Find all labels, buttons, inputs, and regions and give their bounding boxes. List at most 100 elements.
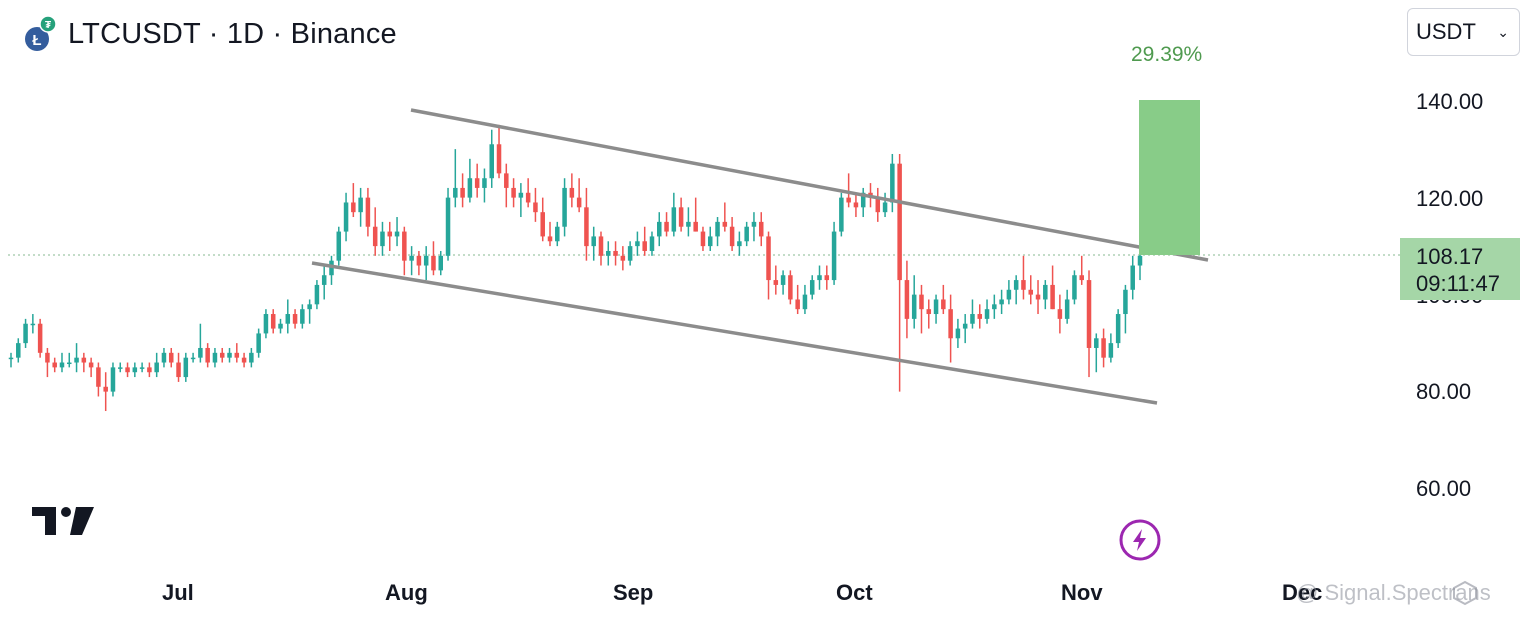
candle-body[interactable] bbox=[758, 221, 764, 237]
candle-body[interactable] bbox=[715, 221, 720, 237]
candle-body[interactable] bbox=[365, 197, 371, 227]
candle-body[interactable] bbox=[686, 221, 691, 227]
candle-body[interactable] bbox=[780, 275, 786, 285]
candle-body[interactable] bbox=[933, 299, 939, 315]
candle-body[interactable] bbox=[737, 241, 742, 247]
candle-body[interactable] bbox=[911, 294, 917, 319]
candle-body[interactable] bbox=[8, 357, 14, 360]
candle-body[interactable] bbox=[402, 231, 407, 261]
candle-body[interactable] bbox=[1050, 284, 1055, 310]
candle-body[interactable] bbox=[161, 352, 167, 363]
candle-body[interactable] bbox=[904, 280, 910, 319]
candle-body[interactable] bbox=[59, 362, 65, 368]
candle-body[interactable] bbox=[635, 241, 640, 247]
candle-body[interactable] bbox=[606, 250, 611, 256]
candle-body[interactable] bbox=[664, 221, 669, 232]
candle-body[interactable] bbox=[620, 255, 626, 261]
candle-body[interactable] bbox=[270, 314, 276, 329]
candle-body[interactable] bbox=[380, 231, 385, 247]
candle-body[interactable] bbox=[307, 304, 312, 310]
candle-body[interactable] bbox=[1079, 275, 1084, 281]
currency-select[interactable]: USDT ⌄ bbox=[1407, 8, 1520, 56]
candle-body[interactable] bbox=[809, 280, 815, 295]
candle-body[interactable] bbox=[788, 275, 793, 300]
candle-body[interactable] bbox=[722, 221, 728, 227]
candle-body[interactable] bbox=[343, 202, 349, 232]
candle-body[interactable] bbox=[576, 197, 582, 208]
candle-body[interactable] bbox=[671, 207, 677, 232]
candle-body[interactable] bbox=[890, 163, 895, 203]
candle-body[interactable] bbox=[1101, 338, 1106, 358]
candle-body[interactable] bbox=[445, 197, 451, 256]
candle-body[interactable] bbox=[336, 231, 342, 261]
candle-body[interactable] bbox=[74, 357, 79, 363]
candle-body[interactable] bbox=[1043, 284, 1048, 300]
candle-body[interactable] bbox=[1013, 280, 1019, 290]
candle-body[interactable] bbox=[882, 202, 888, 213]
candle-body[interactable] bbox=[824, 275, 830, 281]
candle-body[interactable] bbox=[110, 367, 116, 392]
candle-body[interactable] bbox=[1094, 338, 1099, 348]
candle-body[interactable] bbox=[1137, 255, 1143, 266]
candle-body[interactable] bbox=[1021, 280, 1026, 290]
candle-body[interactable] bbox=[853, 202, 859, 208]
candle-body[interactable] bbox=[693, 221, 698, 232]
candle-body[interactable] bbox=[941, 299, 946, 310]
candle-body[interactable] bbox=[860, 192, 866, 208]
candle-body[interactable] bbox=[387, 231, 393, 237]
candle-body[interactable] bbox=[154, 362, 159, 373]
candle-body[interactable] bbox=[176, 362, 181, 378]
candle-body[interactable] bbox=[591, 236, 596, 247]
candle-body[interactable] bbox=[627, 246, 633, 261]
candle-body[interactable] bbox=[292, 314, 298, 324]
candle-body[interactable] bbox=[45, 352, 50, 363]
candle-body[interactable] bbox=[642, 241, 647, 251]
candle-body[interactable] bbox=[438, 255, 444, 271]
candle-body[interactable] bbox=[504, 173, 509, 188]
candle-body[interactable] bbox=[970, 314, 975, 324]
candle-body[interactable] bbox=[168, 352, 174, 363]
candle-body[interactable] bbox=[540, 212, 545, 237]
candle-body[interactable] bbox=[977, 314, 983, 319]
candle-body[interactable] bbox=[16, 343, 21, 358]
candle-body[interactable] bbox=[598, 236, 604, 256]
candle-body[interactable] bbox=[103, 386, 108, 392]
candle-body[interactable] bbox=[219, 352, 225, 358]
candle-body[interactable] bbox=[999, 299, 1004, 305]
candle-body[interactable] bbox=[744, 226, 749, 242]
candle-body[interactable] bbox=[555, 226, 560, 242]
candle-body[interactable] bbox=[351, 202, 356, 213]
candle-body[interactable] bbox=[766, 236, 771, 281]
candle-body[interactable] bbox=[96, 367, 101, 387]
candle-body[interactable] bbox=[321, 275, 327, 285]
candle-body[interactable] bbox=[23, 323, 28, 344]
candle-body[interactable] bbox=[729, 226, 735, 247]
candle-body[interactable] bbox=[984, 309, 990, 319]
candle-body[interactable] bbox=[453, 187, 458, 198]
candle-body[interactable] bbox=[817, 275, 822, 281]
candle-body[interactable] bbox=[467, 178, 473, 198]
lightning-bolt-icon[interactable] bbox=[1118, 518, 1162, 567]
candle-body[interactable] bbox=[584, 207, 589, 247]
candle-body[interactable] bbox=[926, 309, 932, 315]
candle-body[interactable] bbox=[948, 309, 953, 339]
candle-body[interactable] bbox=[132, 367, 138, 373]
candle-body[interactable] bbox=[1006, 289, 1012, 300]
candle-body[interactable] bbox=[241, 357, 247, 363]
candle-body[interactable] bbox=[657, 221, 662, 237]
candle-body[interactable] bbox=[562, 187, 567, 227]
candle-body[interactable] bbox=[795, 299, 800, 310]
candle-body[interactable] bbox=[474, 178, 480, 188]
candle-body[interactable] bbox=[190, 357, 196, 360]
candle-body[interactable] bbox=[1086, 280, 1092, 348]
candle-body[interactable] bbox=[533, 202, 538, 213]
candle-body[interactable] bbox=[1072, 275, 1077, 300]
candle-body[interactable] bbox=[613, 250, 618, 256]
candle-body[interactable] bbox=[358, 197, 363, 213]
candle-body[interactable] bbox=[30, 323, 36, 326]
candle-body[interactable] bbox=[183, 357, 189, 378]
candle-body[interactable] bbox=[511, 187, 516, 198]
candle-body[interactable] bbox=[125, 367, 130, 373]
candle-body[interactable] bbox=[839, 197, 844, 232]
candle-body[interactable] bbox=[700, 231, 706, 247]
